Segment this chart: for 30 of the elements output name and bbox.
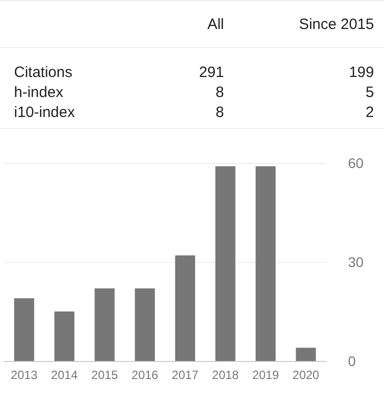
bar [256, 166, 276, 361]
text: Since 2015 [298, 16, 374, 32]
text: 291 [198, 64, 224, 80]
x-tick-label: 2016 [132, 368, 159, 382]
bar [54, 312, 74, 361]
text: 199 [348, 64, 374, 80]
y-tick-label: 60 [348, 155, 364, 171]
x-tick-label: 2020 [292, 368, 320, 382]
x-tick-label: 2013 [10, 368, 38, 382]
text: 2 [364, 104, 374, 120]
x-tick-label: 2017 [172, 368, 199, 382]
x-tick-label: 2019 [252, 368, 280, 382]
bar [134, 288, 155, 361]
bar [296, 348, 316, 361]
y-tick-label: 30 [348, 254, 364, 270]
text: i10-index [14, 104, 76, 120]
y-tick-label: 0 [348, 353, 356, 369]
x-tick-label: 2015 [91, 368, 118, 382]
x-tick-label: 2014 [51, 368, 78, 382]
bar [175, 255, 196, 361]
bar [14, 298, 34, 361]
bar [215, 166, 236, 361]
bar [94, 288, 115, 361]
text: 5 [364, 84, 374, 100]
text: 8 [214, 104, 224, 120]
x-tick-label: 2018 [212, 368, 240, 382]
text: All [206, 16, 224, 32]
text: h-index [14, 84, 64, 100]
text: 8 [214, 84, 224, 100]
text: Citations [14, 64, 74, 80]
